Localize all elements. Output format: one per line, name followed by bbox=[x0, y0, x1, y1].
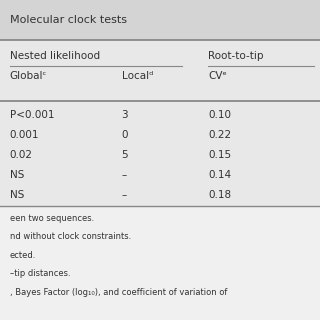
Text: Localᵈ: Localᵈ bbox=[122, 71, 153, 81]
Text: –: – bbox=[122, 170, 127, 180]
Text: 0.22: 0.22 bbox=[208, 130, 231, 140]
FancyBboxPatch shape bbox=[0, 206, 320, 320]
Text: 5: 5 bbox=[122, 150, 128, 160]
Text: –: – bbox=[122, 190, 127, 200]
FancyBboxPatch shape bbox=[0, 40, 320, 206]
Text: een two sequences.: een two sequences. bbox=[10, 214, 94, 223]
Text: nd without clock constraints.: nd without clock constraints. bbox=[10, 232, 131, 241]
Text: Molecular clock tests: Molecular clock tests bbox=[10, 15, 127, 25]
Text: 0.10: 0.10 bbox=[208, 109, 231, 120]
Text: 0.18: 0.18 bbox=[208, 190, 231, 200]
Text: 0.02: 0.02 bbox=[10, 150, 33, 160]
Text: 0.001: 0.001 bbox=[10, 130, 39, 140]
Text: Nested likelihood: Nested likelihood bbox=[10, 51, 100, 61]
Text: NS: NS bbox=[10, 190, 24, 200]
Text: Root-to-tip: Root-to-tip bbox=[208, 51, 263, 61]
Text: 0: 0 bbox=[122, 130, 128, 140]
Text: CVᵉ: CVᵉ bbox=[208, 71, 227, 81]
Text: 3: 3 bbox=[122, 109, 128, 120]
Text: 0.14: 0.14 bbox=[208, 170, 231, 180]
Text: Globalᶜ: Globalᶜ bbox=[10, 71, 47, 81]
Text: , Bayes Factor (log₁₀), and coefficient of variation of: , Bayes Factor (log₁₀), and coefficient … bbox=[10, 288, 227, 297]
Text: P<0.001: P<0.001 bbox=[10, 109, 54, 120]
Text: NS: NS bbox=[10, 170, 24, 180]
Text: ected.: ected. bbox=[10, 251, 36, 260]
Text: 0.15: 0.15 bbox=[208, 150, 231, 160]
Text: –tip distances.: –tip distances. bbox=[10, 269, 70, 278]
FancyBboxPatch shape bbox=[0, 0, 320, 40]
